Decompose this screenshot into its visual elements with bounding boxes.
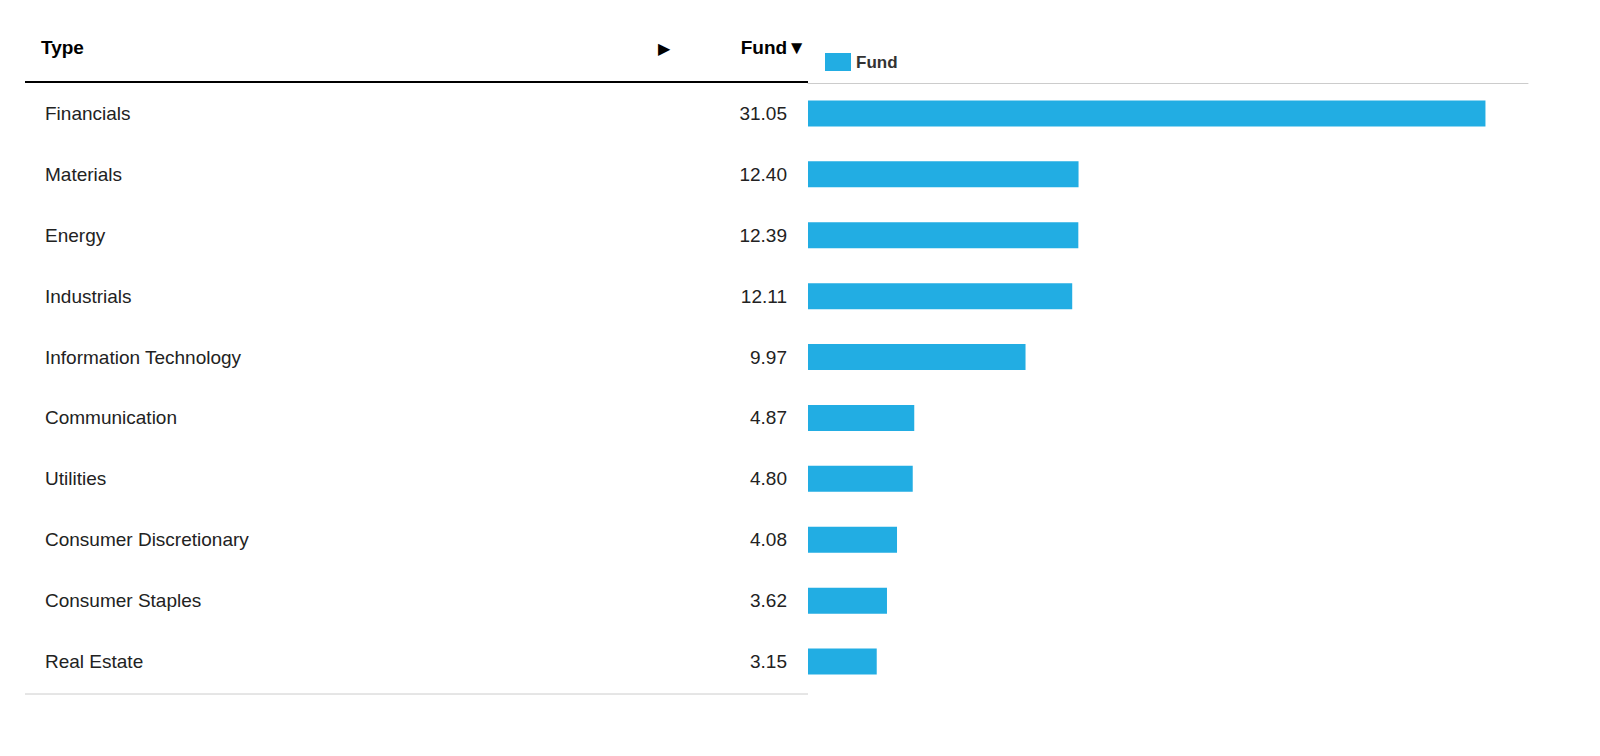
svg-text:9.97: 9.97 [750, 347, 787, 368]
svg-text:Type: Type [41, 37, 84, 58]
svg-text:Information Technology: Information Technology [45, 347, 242, 368]
svg-text:12.11: 12.11 [741, 286, 787, 307]
svg-text:3.62: 3.62 [750, 590, 787, 611]
svg-text:Industrials: Industrials [45, 286, 132, 307]
svg-text:Utilities: Utilities [45, 468, 106, 489]
svg-text:Financials: Financials [45, 103, 131, 124]
svg-text:Energy: Energy [45, 225, 106, 246]
svg-text:4.87: 4.87 [750, 407, 787, 428]
svg-text:4.80: 4.80 [750, 468, 787, 489]
svg-text:Materials: Materials [45, 164, 122, 185]
svg-text:Real Estate: Real Estate [45, 651, 143, 672]
svg-text:▶: ▶ [658, 40, 671, 57]
svg-text:Consumer Staples: Consumer Staples [45, 590, 201, 611]
svg-text:31.05: 31.05 [739, 103, 787, 124]
svg-text:3.15: 3.15 [750, 651, 787, 672]
svg-text:Communication: Communication [45, 407, 177, 428]
svg-text:4.08: 4.08 [750, 529, 787, 550]
svg-text:Fund: Fund [856, 53, 898, 72]
svg-text:12.40: 12.40 [739, 164, 787, 185]
svg-text:12.39: 12.39 [739, 225, 787, 246]
svg-text:Consumer Discretionary: Consumer Discretionary [45, 529, 249, 550]
svg-text:Fund▼: Fund▼ [741, 37, 806, 58]
